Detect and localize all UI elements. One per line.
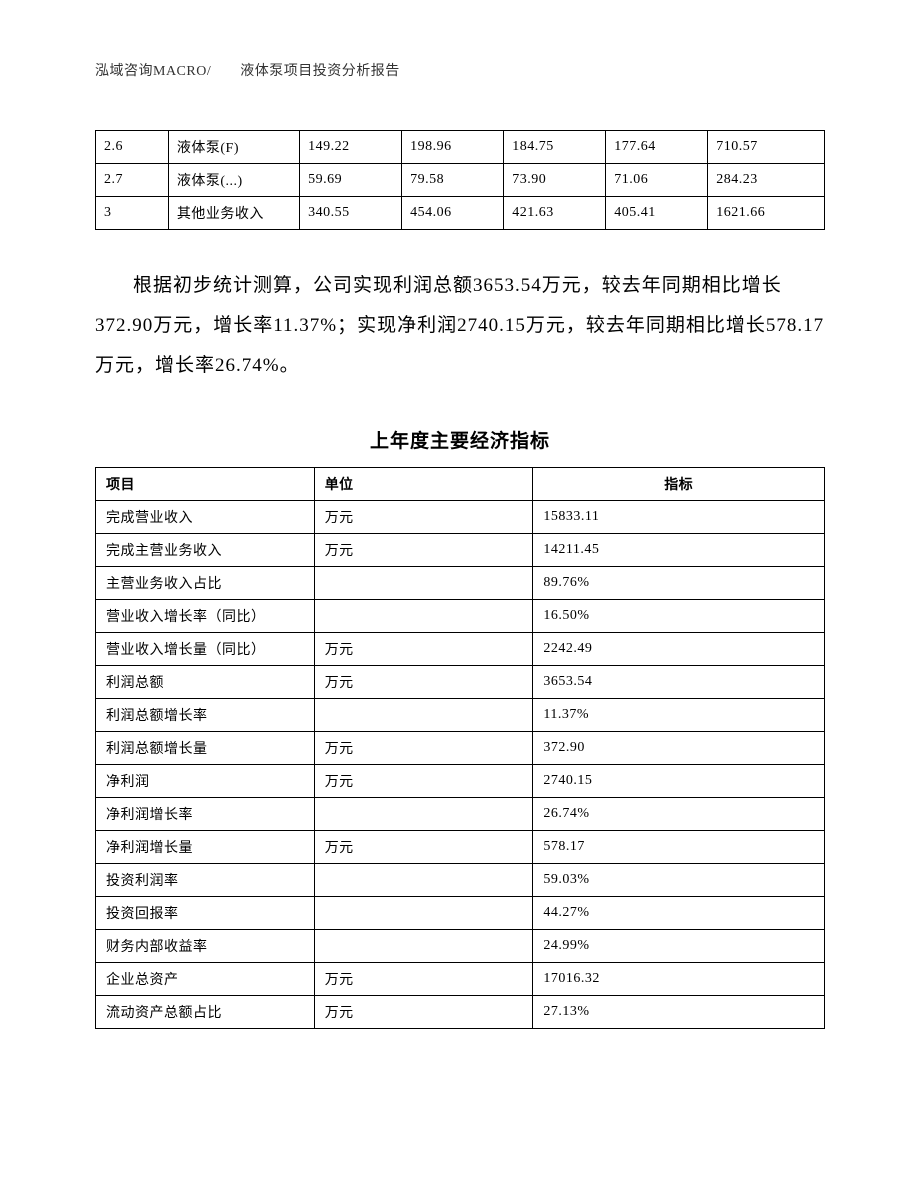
table-header-cell: 项目 [96, 467, 315, 500]
table-cell: 万元 [314, 764, 533, 797]
table-row: 财务内部收益率 24.99% [96, 929, 825, 962]
table-cell: 11.37% [533, 698, 825, 731]
table-row: 3其他业务收入340.55454.06421.63405.411621.66 [96, 197, 825, 230]
table-row: 2.7液体泵(...)59.6979.5873.9071.06284.23 [96, 164, 825, 197]
table-cell: 44.27% [533, 896, 825, 929]
table-cell: 净利润增长率 [96, 797, 315, 830]
table-cell: 营业收入增长率（同比） [96, 599, 315, 632]
page-header: 泓域咨询MACRO/ 液体泵项目投资分析报告 [95, 60, 825, 80]
table-cell [314, 698, 533, 731]
table-row: 完成主营业务收入万元14211.45 [96, 533, 825, 566]
table-cell: 液体泵(...) [168, 164, 299, 197]
table-cell: 投资回报率 [96, 896, 315, 929]
table-cell: 万元 [314, 995, 533, 1028]
table-cell: 2242.49 [533, 632, 825, 665]
table-cell: 421.63 [504, 197, 606, 230]
table-cell: 投资利润率 [96, 863, 315, 896]
table-cell: 万元 [314, 962, 533, 995]
table-cell: 1621.66 [708, 197, 825, 230]
table-cell [314, 797, 533, 830]
table-cell [314, 929, 533, 962]
table-cell: 3 [96, 197, 169, 230]
table-cell: 17016.32 [533, 962, 825, 995]
table-cell: 79.58 [402, 164, 504, 197]
table-cell: 3653.54 [533, 665, 825, 698]
table-header-cell: 单位 [314, 467, 533, 500]
table-cell: 73.90 [504, 164, 606, 197]
economic-indicators-title: 上年度主要经济指标 [95, 426, 825, 453]
table-row: 完成营业收入万元15833.11 [96, 500, 825, 533]
table-cell: 14211.45 [533, 533, 825, 566]
table-cell: 149.22 [300, 131, 402, 164]
table-cell: 15833.11 [533, 500, 825, 533]
table-cell: 其他业务收入 [168, 197, 299, 230]
table-cell: 营业收入增长量（同比） [96, 632, 315, 665]
table-row: 主营业务收入占比 89.76% [96, 566, 825, 599]
table-cell: 万元 [314, 533, 533, 566]
table-row: 企业总资产万元17016.32 [96, 962, 825, 995]
table-cell: 万元 [314, 731, 533, 764]
table-cell: 284.23 [708, 164, 825, 197]
table-cell: 177.64 [606, 131, 708, 164]
table-cell [314, 896, 533, 929]
table-cell [314, 599, 533, 632]
table-row: 投资回报率 44.27% [96, 896, 825, 929]
table-row: 营业收入增长量（同比）万元2242.49 [96, 632, 825, 665]
table-cell: 利润总额 [96, 665, 315, 698]
table-cell [314, 566, 533, 599]
table-cell: 万元 [314, 830, 533, 863]
table-cell: 578.17 [533, 830, 825, 863]
table-cell: 净利润增长量 [96, 830, 315, 863]
table-cell: 372.90 [533, 731, 825, 764]
table-cell: 16.50% [533, 599, 825, 632]
table-cell: 27.13% [533, 995, 825, 1028]
table-cell: 340.55 [300, 197, 402, 230]
table-cell: 24.99% [533, 929, 825, 962]
table-cell: 企业总资产 [96, 962, 315, 995]
table-cell [314, 863, 533, 896]
table-cell: 2.7 [96, 164, 169, 197]
table-cell: 主营业务收入占比 [96, 566, 315, 599]
table-cell: 198.96 [402, 131, 504, 164]
table-cell: 26.74% [533, 797, 825, 830]
table-row: 营业收入增长率（同比） 16.50% [96, 599, 825, 632]
table-header-cell: 指标 [533, 467, 825, 500]
table-row: 流动资产总额占比万元27.13% [96, 995, 825, 1028]
table-row: 2.6液体泵(F)149.22198.96184.75177.64710.57 [96, 131, 825, 164]
table-cell: 流动资产总额占比 [96, 995, 315, 1028]
table-cell: 利润总额增长率 [96, 698, 315, 731]
table-cell: 454.06 [402, 197, 504, 230]
table-cell: 财务内部收益率 [96, 929, 315, 962]
table-cell: 2.6 [96, 131, 169, 164]
table-row: 净利润增长量万元578.17 [96, 830, 825, 863]
economic-indicators-table: 项目单位指标 完成营业收入万元15833.11完成主营业务收入万元14211.4… [95, 467, 825, 1029]
table-cell: 万元 [314, 665, 533, 698]
table-cell: 59.69 [300, 164, 402, 197]
table-row: 利润总额万元3653.54 [96, 665, 825, 698]
table-cell: 2740.15 [533, 764, 825, 797]
table-row: 投资利润率 59.03% [96, 863, 825, 896]
table-cell: 利润总额增长量 [96, 731, 315, 764]
table-cell: 59.03% [533, 863, 825, 896]
table-cell: 完成营业收入 [96, 500, 315, 533]
table-cell: 万元 [314, 500, 533, 533]
summary-paragraph: 根据初步统计测算，公司实现利润总额3653.54万元，较去年同期相比增长372.… [95, 266, 825, 386]
table-cell: 液体泵(F) [168, 131, 299, 164]
table-cell: 89.76% [533, 566, 825, 599]
table-cell: 完成主营业务收入 [96, 533, 315, 566]
table-cell: 净利润 [96, 764, 315, 797]
table-row: 利润总额增长量万元372.90 [96, 731, 825, 764]
table-row: 净利润增长率 26.74% [96, 797, 825, 830]
table-row: 利润总额增长率 11.37% [96, 698, 825, 731]
table-row: 净利润万元2740.15 [96, 764, 825, 797]
table-cell: 405.41 [606, 197, 708, 230]
table-cell: 184.75 [504, 131, 606, 164]
revenue-detail-table: 2.6液体泵(F)149.22198.96184.75177.64710.572… [95, 130, 825, 230]
table-cell: 71.06 [606, 164, 708, 197]
table-cell: 万元 [314, 632, 533, 665]
table-cell: 710.57 [708, 131, 825, 164]
